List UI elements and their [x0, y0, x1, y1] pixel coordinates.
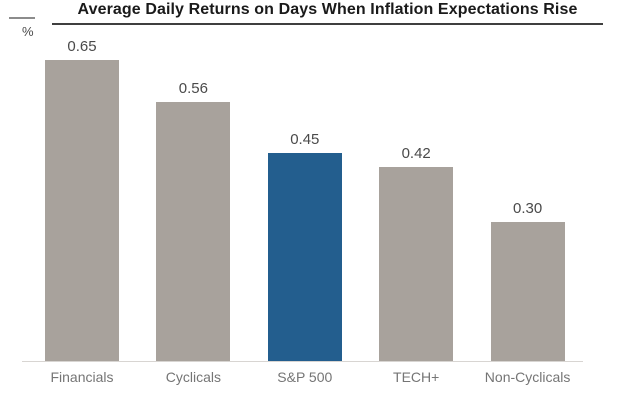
bar-value-label-non-cyclicals: 0.30 — [512, 200, 543, 217]
chart-title: Average Daily Returns on Days When Infla… — [77, 1, 578, 18]
bar-cyclicals — [156, 102, 231, 361]
bar-value-label-tech: 0.42 — [401, 145, 431, 162]
chart-title-underline: Average Daily Returns on Days When Infla… — [52, 1, 603, 25]
bar-s-p-500 — [267, 153, 342, 361]
bar-value-label-financials: 0.65 — [67, 38, 97, 55]
bar-tech — [379, 167, 454, 361]
x-axis-category-label-tech: TECH+ — [393, 369, 440, 385]
x-axis-category-label-financials: Financials — [50, 369, 114, 385]
x-axis-line — [22, 361, 583, 362]
x-axis-category-label-cyclicals: Cyclicals — [165, 369, 221, 385]
x-axis-category-label-s-p-500: S&P 500 — [277, 369, 333, 385]
axis-top-tick — [9, 17, 35, 19]
y-axis-unit-label: % — [22, 24, 34, 39]
bar-value-label-s-p-500: 0.45 — [290, 131, 320, 148]
x-axis-category-label-non-cyclicals: Non-Cyclicals — [484, 369, 571, 385]
bar-non-cyclicals — [490, 222, 565, 361]
bar-value-label-cyclicals: 0.56 — [178, 80, 208, 97]
bar-financials — [45, 60, 119, 361]
